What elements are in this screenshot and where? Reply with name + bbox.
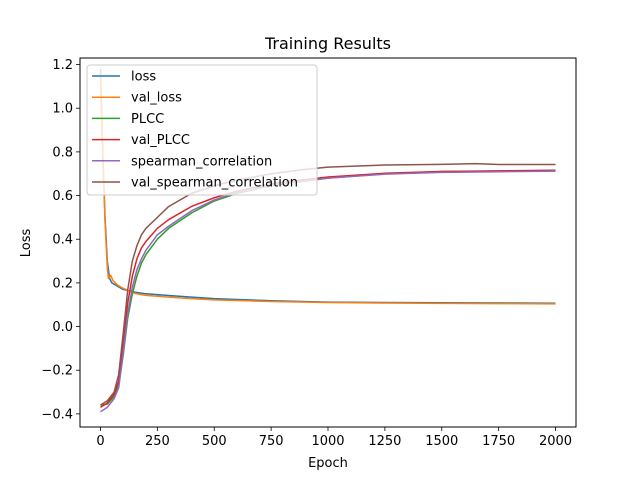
x-axis: 0 250 500 750 1000 1250 1500 1750 2000 [96,427,572,449]
x-tick-label: 1000 [311,434,344,449]
series-line-val-loss [99,75,556,305]
x-tick-label: 1750 [482,434,515,449]
y-axis-label: Loss [19,229,34,258]
x-tick-label: 2000 [539,434,572,449]
series-line-spearman-correlation [100,170,556,413]
x-tick-label: 750 [259,434,284,449]
y-axis: −0.4 −0.2 0.0 0.2 0.4 0.6 0.8 1.0 1.2 [41,58,80,422]
chart-title: Training Results [264,34,391,53]
legend-label: val_PLCC [131,133,190,148]
series-line-val-plcc [100,169,556,408]
y-tick-label: 0.6 [52,189,73,204]
y-tick-label: 0.4 [52,233,73,248]
x-tick-label: 1500 [425,434,458,449]
series-line-val-spearman-correlation [100,162,556,406]
y-tick-label: 1.0 [52,102,73,117]
y-tick-label: 0.0 [52,320,73,335]
legend-label: PLCC [131,112,164,127]
y-tick-label: −0.4 [41,407,73,422]
legend-label: val_loss [131,91,182,106]
x-tick-label: 1250 [368,434,401,449]
legend-box [86,64,318,196]
legend-label: loss [131,70,156,85]
x-axis-label: Epoch [308,456,348,471]
legend-label: val_spearman_correlation [131,176,298,191]
x-tick-label: 0 [96,434,104,449]
y-tick-label: 0.8 [52,145,73,160]
y-tick-label: −0.2 [41,364,73,379]
y-tick-label: 0.2 [52,276,73,291]
legend-label: spearman_correlation [131,154,272,169]
x-tick-label: 500 [202,434,227,449]
x-tick-label: 250 [145,434,170,449]
legend: loss val_loss PLCC val_PLCC spearman_correla… [86,64,318,196]
y-tick-label: 1.2 [52,58,73,73]
series-layer [99,68,556,413]
